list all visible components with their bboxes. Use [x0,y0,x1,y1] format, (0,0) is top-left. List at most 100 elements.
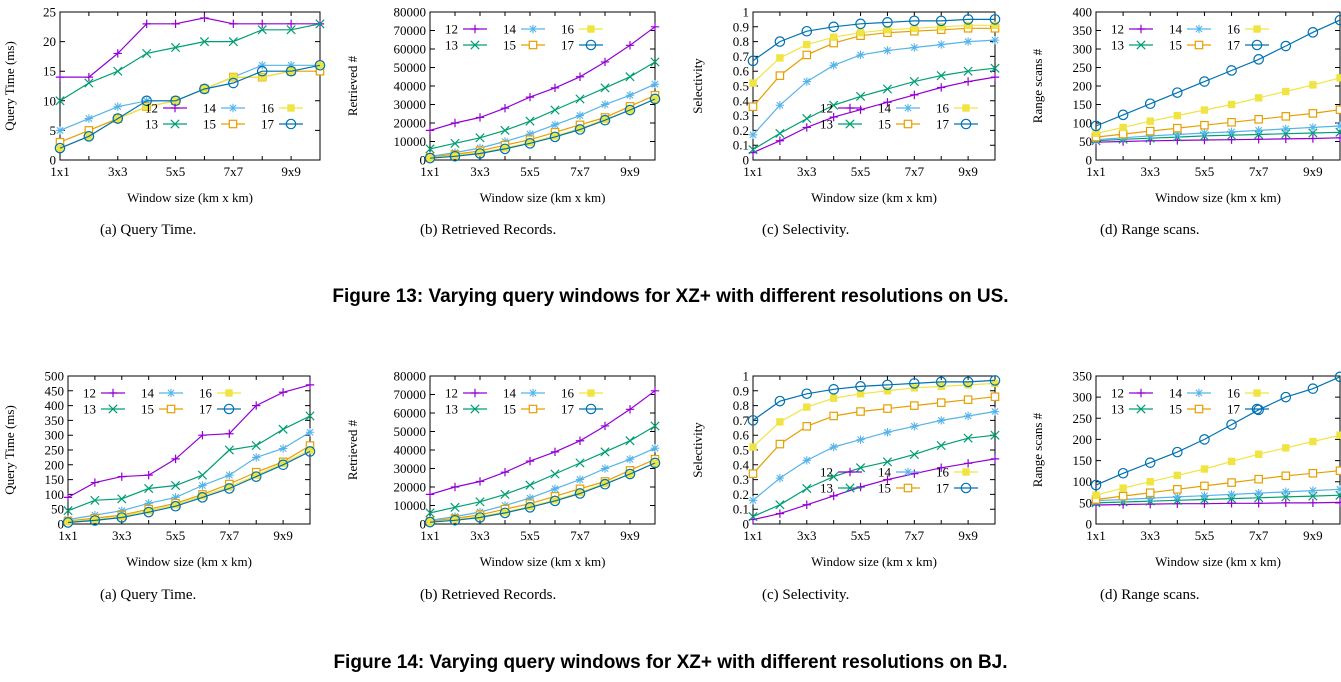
series-16-point [749,443,757,451]
series-12-point [225,429,234,438]
legend-label-17: 17 [261,117,275,132]
x-tick-label: 9x9 [620,528,640,543]
chart-panel-6: 0 10000 20000 30000 40000 50000 60000 70000 8000… [345,369,661,569]
legend: 12 14 16 13 15 17 [1111,386,1269,417]
series-12-point [963,77,973,86]
series-12-point [802,500,811,509]
series-16-point [1282,444,1290,452]
series-13 [55,19,325,106]
x-tick-label: 9x9 [958,528,978,543]
series-16-point [964,21,972,30]
legend-marker-14 [903,103,913,113]
series-15-point [1308,468,1318,478]
series-17-point [277,459,289,471]
legend-label-17: 17 [561,402,575,417]
legend-label-17: 17 [936,117,950,132]
series-14-point [525,493,535,503]
series-12-point [84,72,94,82]
legend: 12 14 16 13 15 17 [1111,22,1269,53]
series-16-point [91,515,99,524]
y-tick-label: 20 [43,34,56,49]
series-14-point [575,111,585,120]
x-tick-label: 5x5 [851,164,871,179]
series-17-point [882,379,893,391]
series-17-point [1307,27,1319,38]
series-16-line [59,64,321,149]
series-12-point [229,19,238,29]
series-14-point [278,444,288,453]
series-12-point [937,463,946,472]
y-tick-label: 350 [1073,23,1093,38]
series-15 [55,66,325,147]
panel-caption: (c) Selectivity. [762,587,850,603]
series-17-line [752,379,996,421]
series-12-point [286,19,296,29]
y-tick-label: 350 [45,413,65,428]
series-16-point [601,479,609,487]
y-tick-label: 300 [45,428,65,443]
series-12-point [1200,499,1209,508]
series-13-point [829,472,839,482]
series-16-line [1095,77,1341,134]
series-14 [748,35,1000,140]
y-tick-label: 20000 [394,480,427,495]
series-12-point [1281,134,1290,144]
chart-panel-8: 0 50 100 150 200 250 300 350 1x1 3x3 5x5 7x7 9x9 Wind… [1030,369,1341,569]
x-axis-label: Window size (km x km) [811,554,937,569]
legend-label-12: 12 [820,465,833,480]
series-17-point [624,104,636,116]
series-14-point [937,40,946,49]
legend-label-16: 16 [199,386,213,401]
series-17-point [285,65,297,77]
series-14-point [910,43,919,52]
y-tick-label: 0 [420,153,427,168]
series-12-point [1200,135,1209,145]
series-15-point [936,398,946,407]
x-tick-label: 3x3 [470,528,490,543]
x-tick-label: 3x3 [797,528,817,543]
legend-marker-12 [108,388,118,398]
series-17-point [197,492,208,503]
series-17-point [1226,419,1237,430]
panel-caption: (b) Retrieved Records. [420,587,557,603]
series-15 [63,441,315,526]
series-17-point [199,83,210,95]
series-16-point [64,517,72,526]
x-tick-label: 7x7 [570,528,590,543]
series-16-point [776,54,784,62]
series-16 [1092,74,1341,138]
series-14-point [252,453,261,462]
series-17-point [449,515,461,526]
series-14-point [650,79,660,89]
series-14-point [829,61,838,70]
series-16-point [144,506,153,515]
y-axis-label: Retrieved # [345,55,360,116]
series-13 [748,430,1000,522]
legend-marker-14 [166,388,176,398]
series-16-point [501,144,509,152]
y-tick-label: 25 [43,5,56,20]
series-16-point [1200,465,1209,473]
series-13-point [550,105,560,115]
legend-marker-17 [960,118,972,130]
series-15-point [1254,114,1263,124]
y-tick-label: 60000 [394,406,427,421]
series-16-point [576,488,584,497]
series-17-line [59,64,321,149]
series-14-line [59,64,320,131]
legend-marker-12 [470,388,480,398]
series-12-point [600,57,610,67]
series-13-point [1281,129,1291,139]
series-15-point [1308,109,1318,118]
panel-caption: (d) Range scans. [1100,222,1200,238]
series-14-line [752,410,996,501]
series-12-point [500,468,510,477]
y-tick-label: 0.6 [733,64,750,79]
series-13-point [650,421,660,431]
series-16-point [229,73,238,81]
series-16 [56,61,324,152]
legend-marker-14 [528,388,538,398]
series-12-point [625,41,635,50]
series-14-point [1200,491,1209,500]
series-14-point [1281,487,1290,497]
